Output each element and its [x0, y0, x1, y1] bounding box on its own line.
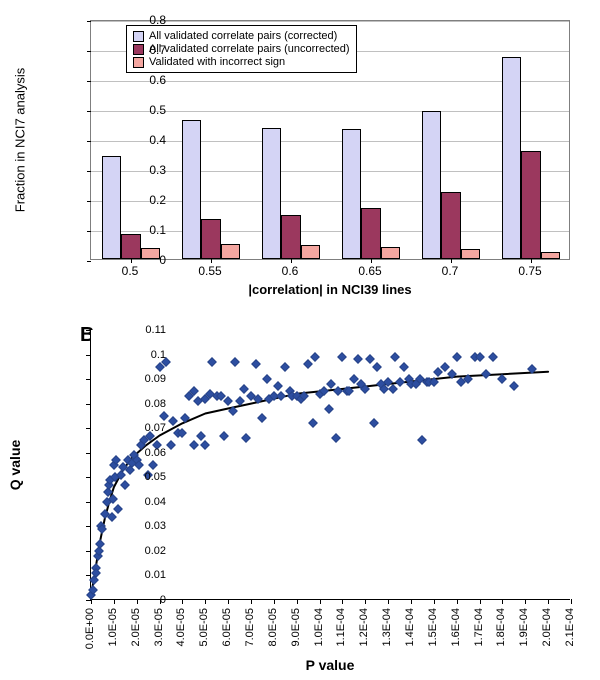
panel-b-xtick: 2.0E-05 [130, 608, 142, 647]
panel-a-xtick: 0.6 [282, 264, 299, 278]
figure: A Fraction in NCI7 analysis All validate… [0, 0, 600, 680]
panel-a-xtick: 0.7 [442, 264, 459, 278]
panel-b-xtick: 2.0E-04 [541, 608, 553, 647]
bar [201, 219, 220, 259]
panel-b-xtick: 1.2E-04 [358, 608, 370, 647]
panel-b-xlabel: P value [90, 657, 570, 673]
bar [502, 57, 521, 259]
panel-a-ytick: 0.5 [126, 103, 166, 117]
legend-swatch [133, 31, 144, 42]
panel-a-ytick: 0.6 [126, 73, 166, 87]
legend-label: All validated correlate pairs (uncorrect… [149, 43, 350, 55]
panel-b-ytick: 0.09 [121, 373, 166, 385]
legend-label: Validated with incorrect sign [149, 56, 285, 68]
panel-a-xtick: 0.55 [198, 264, 221, 278]
bar [182, 120, 201, 259]
panel-b-ytick: 0.1 [121, 349, 166, 361]
bar [422, 111, 441, 259]
bar [541, 252, 560, 259]
panel-b: B Q value P value 0.0E+001.0E-052.0E-053… [20, 320, 580, 670]
panel-b-ytick: 0.04 [121, 496, 166, 508]
panel-b-ytick: 0.06 [121, 447, 166, 459]
bar [102, 156, 121, 259]
panel-b-ytick: 0.01 [121, 569, 166, 581]
panel-b-xtick: 1.0E-05 [107, 608, 119, 647]
panel-b-ytick: 0.03 [121, 520, 166, 532]
panel-b-xtick: 1.0E-04 [313, 608, 325, 647]
panel-b-xtick: 1.7E-04 [473, 608, 485, 647]
panel-b-xtick: 1.9E-04 [518, 608, 530, 647]
panel-b-xtick: 1.1E-04 [335, 608, 347, 647]
fit-curve [91, 330, 571, 600]
bar [461, 249, 480, 260]
panel-b-xtick: 4.0E-05 [175, 608, 187, 647]
panel-b-xtick: 1.6E-04 [450, 608, 462, 647]
legend-item: Validated with incorrect sign [133, 56, 350, 68]
bar [301, 245, 320, 259]
panel-b-xtick: 1.3E-04 [381, 608, 393, 647]
panel-b-xtick: 2.1E-04 [564, 608, 576, 647]
panel-b-ytick: 0.11 [121, 324, 166, 336]
panel-a-ytick: 0 [126, 253, 166, 267]
panel-a-ytick: 0.1 [126, 223, 166, 237]
legend-item: All validated correlate pairs (corrected… [133, 30, 350, 42]
panel-b-ytick: 0 [121, 594, 166, 606]
panel-b-xtick: 3.0E-05 [153, 608, 165, 647]
panel-a-ylabel: Fraction in NCI7 analysis [13, 68, 28, 213]
bar [342, 129, 361, 259]
panel-b-xtick: 5.0E-05 [198, 608, 210, 647]
panel-b-ylabel: Q value [7, 440, 23, 491]
scatter-plot-area [90, 330, 570, 600]
panel-b-xtick: 1.4E-04 [404, 608, 416, 647]
bar [221, 244, 240, 259]
panel-b-xtick: 6.0E-05 [221, 608, 233, 647]
panel-b-xtick: 7.0E-05 [244, 608, 256, 647]
bar [361, 208, 380, 259]
panel-a-ytick: 0.4 [126, 133, 166, 147]
panel-b-ytick: 0.05 [121, 471, 166, 483]
panel-b-ytick: 0.02 [121, 545, 166, 557]
panel-a-xtick: 0.65 [358, 264, 381, 278]
panel-a-xlabel: |correlation| in NCI39 lines [90, 282, 570, 297]
bar [381, 247, 400, 259]
panel-b-ytick: 0.08 [121, 398, 166, 410]
bar [262, 128, 281, 259]
panel-b-xtick: 0.0E+00 [84, 608, 96, 649]
bar [281, 215, 300, 259]
panel-a-ytick: 0.3 [126, 163, 166, 177]
legend-swatch [133, 57, 144, 68]
panel-a-ytick: 0.7 [126, 43, 166, 57]
panel-a: A Fraction in NCI7 analysis All validate… [20, 10, 580, 310]
panel-a-ytick: 0.2 [126, 193, 166, 207]
panel-b-xtick: 8.0E-05 [267, 608, 279, 647]
panel-b-xtick: 1.5E-04 [427, 608, 439, 647]
legend-label: All validated correlate pairs (corrected… [149, 30, 337, 42]
panel-b-ytick: 0.07 [121, 422, 166, 434]
bar [521, 151, 540, 259]
panel-b-xtick: 1.8E-04 [495, 608, 507, 647]
panel-a-ytick: 0.8 [126, 13, 166, 27]
bar [441, 192, 460, 260]
panel-b-xtick: 9.0E-05 [290, 608, 302, 647]
panel-a-xtick: 0.75 [518, 264, 541, 278]
